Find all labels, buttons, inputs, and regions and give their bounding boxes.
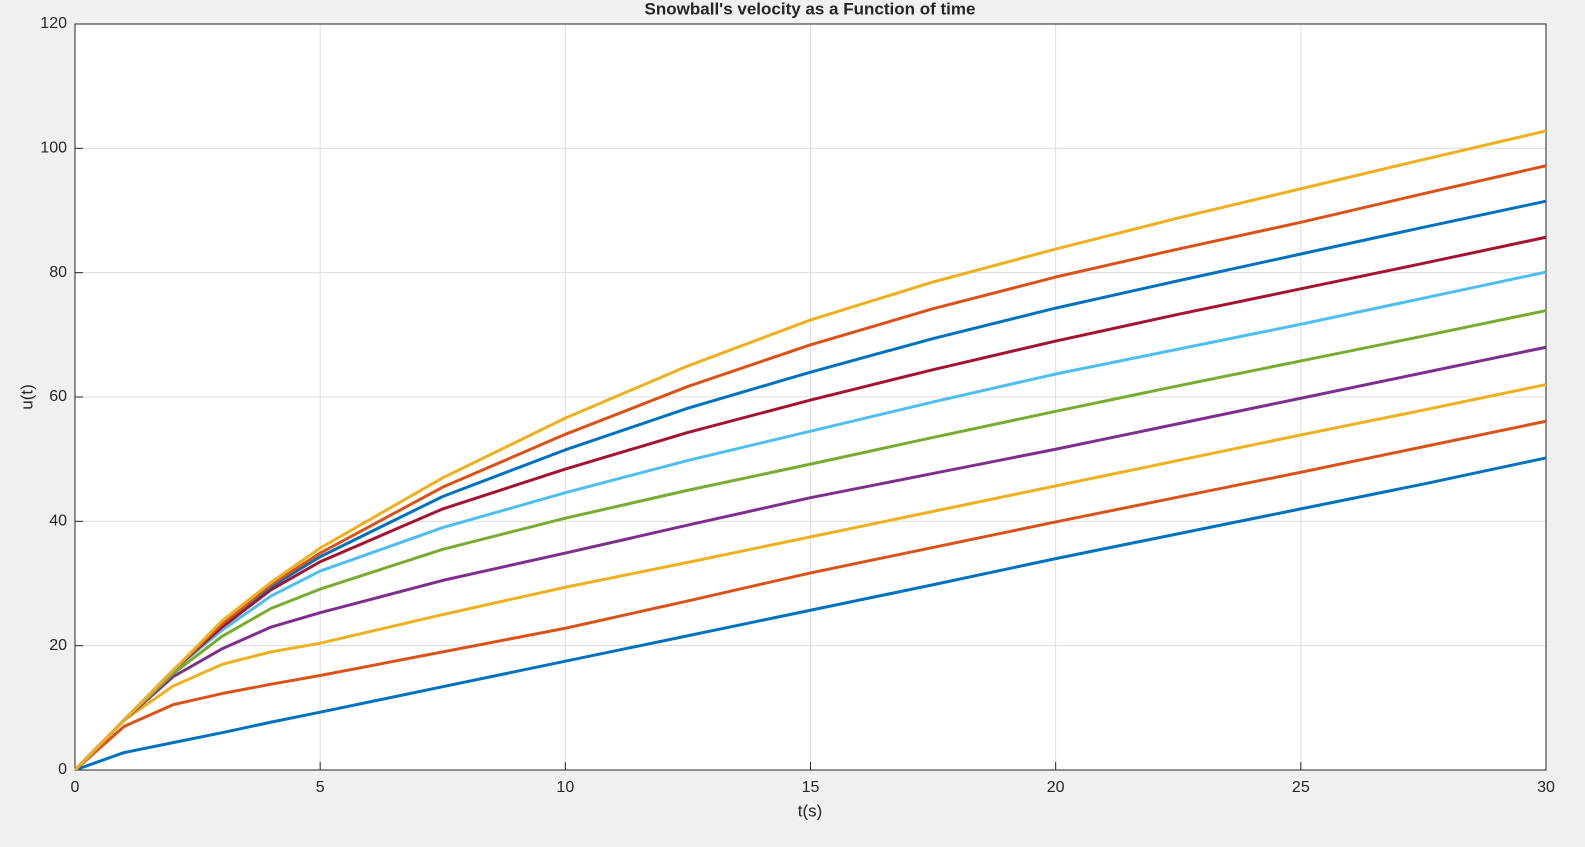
x-tick-label: 20: [1047, 779, 1065, 796]
line-series: [74, 456, 1547, 772]
x-tick-label: 15: [802, 779, 820, 796]
line-series: [73, 383, 1547, 772]
line-series: [73, 129, 1547, 772]
y-tick-label: 80: [49, 264, 67, 281]
chart-title: Snowball's velocity as a Function of tim…: [645, 0, 976, 18]
x-tick-label: 10: [556, 779, 574, 796]
y-tick-label: 0: [58, 761, 67, 778]
line-series: [73, 309, 1547, 772]
y-axis-label: u(t): [17, 384, 36, 410]
line-series: [73, 345, 1547, 772]
x-tick-label: 0: [71, 779, 80, 796]
axes-box: [74, 23, 1547, 771]
line-series: [74, 419, 1547, 772]
x-tick-label: 5: [316, 779, 325, 796]
y-tick-label: 120: [40, 15, 67, 32]
y-tick-label: 20: [49, 637, 67, 654]
y-tick-label: 100: [40, 140, 67, 157]
x-axis-label: t(s): [798, 801, 823, 820]
y-tick-label: 60: [49, 388, 67, 405]
x-tick-label: 30: [1537, 779, 1555, 796]
x-tick-label: 25: [1292, 779, 1310, 796]
y-tick-label: 40: [49, 513, 67, 530]
